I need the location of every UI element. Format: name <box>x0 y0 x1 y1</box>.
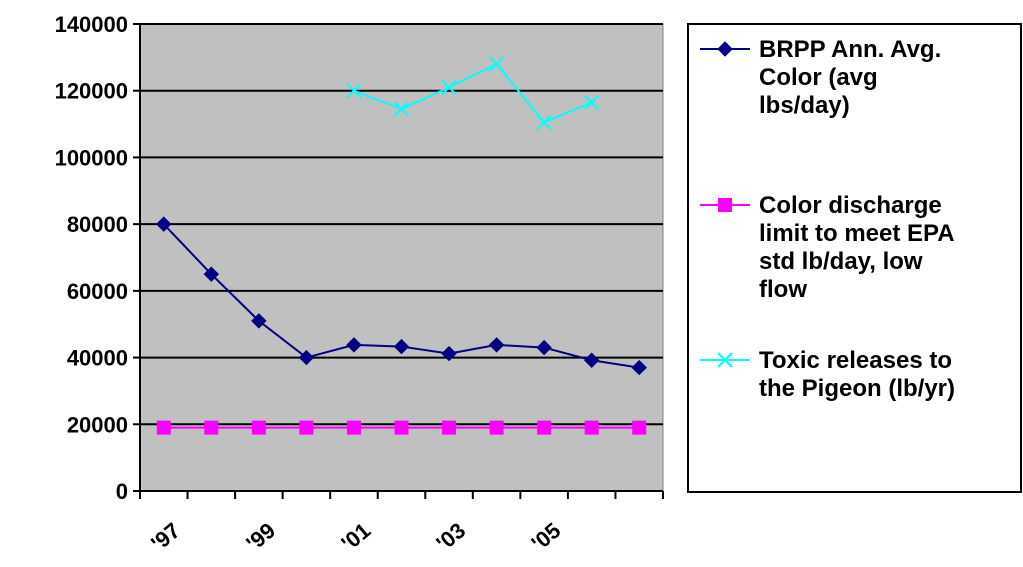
x-tick-label: '99 <box>241 518 280 556</box>
data-point <box>489 420 504 435</box>
data-point <box>298 349 315 366</box>
series-line-3 <box>353 62 593 124</box>
legend-label: lbs/day) <box>759 92 850 119</box>
plot-background <box>139 23 664 492</box>
legend-label: the Pigeon (lb/yr) <box>759 375 955 402</box>
data-point <box>584 420 599 435</box>
x-marker-stroke <box>393 101 410 117</box>
data-point <box>488 56 505 72</box>
legend-label: std lb/day, low <box>759 248 923 275</box>
data-point <box>346 83 362 99</box>
data-point <box>536 339 552 356</box>
legend-marker <box>717 352 733 368</box>
x-marker-stroke <box>536 114 552 131</box>
data-point <box>203 266 220 282</box>
legend-marker <box>718 198 732 212</box>
x-marker-stroke <box>583 94 600 111</box>
x-marker-stroke <box>717 352 733 368</box>
x-marker-stroke <box>441 79 457 96</box>
data-point <box>394 420 409 435</box>
y-tick-label: 100000 <box>55 145 128 170</box>
data-point <box>393 101 410 117</box>
legend-label: Color (avg <box>759 64 878 91</box>
x-tick-label: '03 <box>431 518 470 556</box>
y-tick-label: 80000 <box>67 212 128 237</box>
x-marker-stroke <box>488 56 505 72</box>
legend-label: Toxic releases to <box>759 347 952 374</box>
data-point <box>156 216 172 232</box>
legend-marker <box>717 41 733 57</box>
data-point <box>536 114 552 131</box>
legend-label: limit to meet EPA <box>759 220 955 247</box>
x-marker-stroke <box>346 83 362 99</box>
data-point <box>204 420 219 435</box>
y-tick-label: 40000 <box>67 346 128 371</box>
data-point <box>537 420 552 435</box>
data-point <box>251 420 266 435</box>
legend-label: flow <box>759 276 807 303</box>
data-point <box>441 79 457 96</box>
x-tick-label: '97 <box>146 518 185 556</box>
data-point <box>346 420 361 435</box>
data-point <box>346 337 362 353</box>
legend-label: Color discharge <box>759 192 942 219</box>
y-tick-label: 60000 <box>67 279 128 304</box>
data-point <box>583 352 600 368</box>
data-point <box>299 420 314 435</box>
data-point <box>631 359 647 376</box>
x-tick-label: '05 <box>527 518 566 556</box>
data-point <box>251 313 267 329</box>
y-tick-label: 140000 <box>55 12 128 37</box>
legend-label: BRPP Ann. Avg. <box>759 36 941 63</box>
data-point <box>632 420 647 435</box>
x-tick-label: '01 <box>336 518 375 556</box>
y-tick-label: 120000 <box>55 79 128 104</box>
plot-area: 0 20000 40000 60000 80000 100000 120000 140000 '… <box>55 12 664 556</box>
data-point <box>393 338 410 355</box>
data-point <box>488 337 505 353</box>
data-point <box>156 420 171 435</box>
y-tick-label: 20000 <box>67 412 128 437</box>
data-point <box>442 420 457 435</box>
legend-box <box>687 23 1022 493</box>
data-point <box>441 345 457 362</box>
y-tick-label: 0 <box>116 479 128 504</box>
data-point <box>583 94 600 111</box>
